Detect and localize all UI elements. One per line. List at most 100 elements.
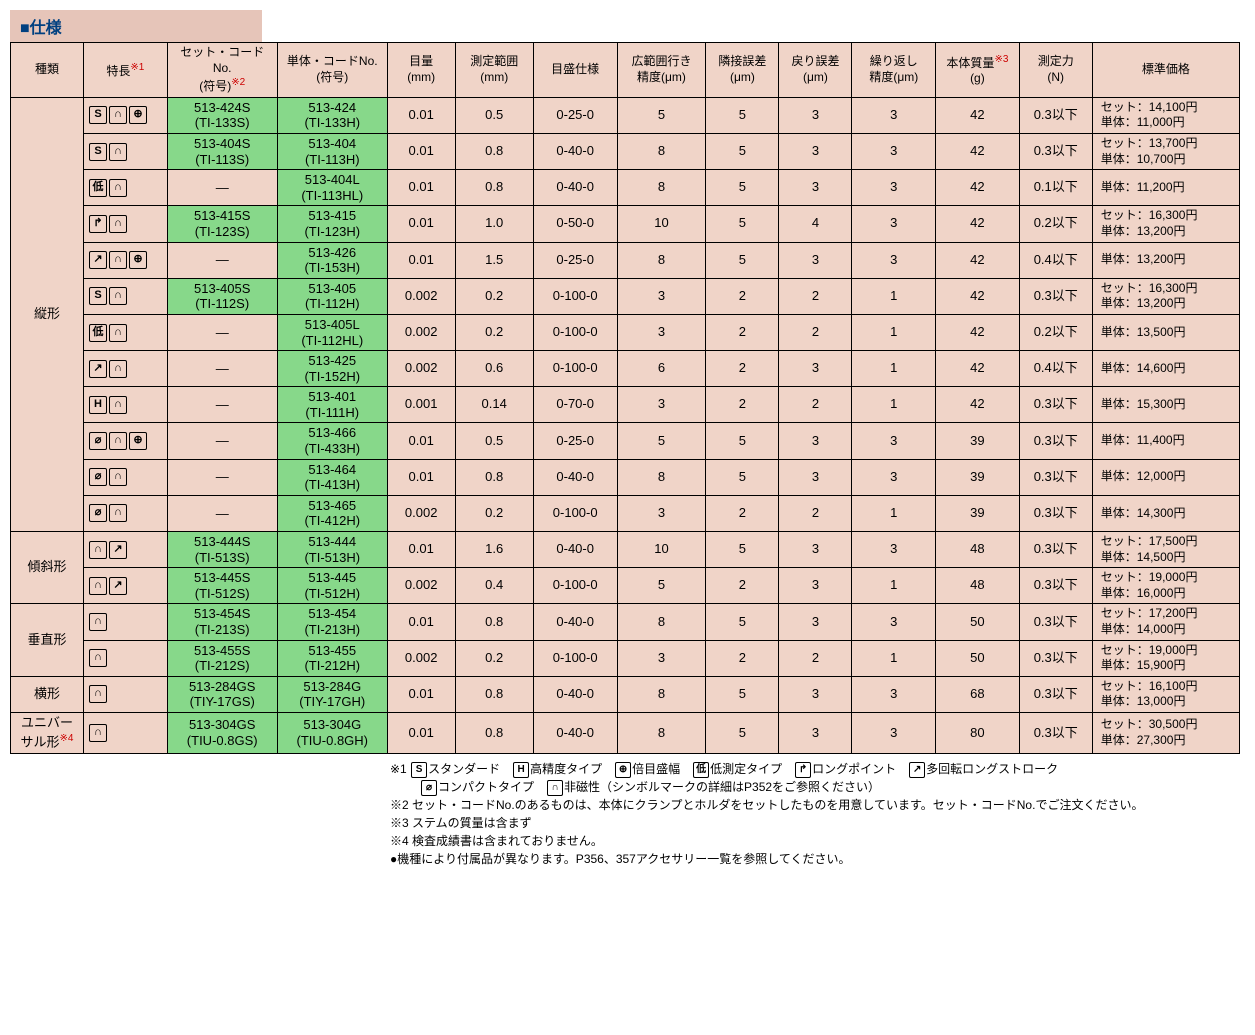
feature-icon: ↗ [89, 360, 107, 378]
adj-cell: 2 [706, 351, 779, 387]
features-cell: S∩ [84, 133, 168, 169]
rep-cell: 3 [852, 604, 936, 640]
set-code: 513-445S(TI-512S) [167, 568, 277, 604]
features-cell: ∩↗ [84, 568, 168, 604]
price-cell: セット：16,300円単体：13,200円 [1092, 278, 1239, 314]
range-cell: 0.2 [455, 314, 533, 350]
price-cell: 単体：14,600円 [1092, 351, 1239, 387]
unit-code: 513-405(TI-112H) [277, 278, 387, 314]
grad-cell: 0.01 [387, 423, 455, 459]
adj-cell: 2 [706, 278, 779, 314]
unit-code: 513-426(TI-153H) [277, 242, 387, 278]
price-cell: セット：14,100円単体：11,000円 [1092, 97, 1239, 133]
table-row: ユニバーサル形※4∩513-304GS(TIU-0.8GS)513-304G(T… [11, 712, 1240, 753]
rep-cell: 3 [852, 423, 936, 459]
force-cell: 0.3以下 [1019, 495, 1092, 531]
wide-cell: 8 [617, 676, 706, 712]
adj-cell: 5 [706, 676, 779, 712]
rep-cell: 1 [852, 387, 936, 423]
spec-table: 種類特長※1セット・コードNo.(符号)※2単体・コードNo.(符号)目量(mm… [10, 42, 1240, 754]
adj-cell: 2 [706, 387, 779, 423]
grad-cell: 0.01 [387, 170, 455, 206]
note-4: ※4 検査成績書は含まれておりません。 [390, 832, 1245, 850]
mass-cell: 39 [936, 459, 1020, 495]
legend-icon: ⌀ [421, 780, 437, 796]
column-header: 本体質量※3(g) [936, 43, 1020, 98]
force-cell: 0.3以下 [1019, 604, 1092, 640]
range-cell: 0.2 [455, 495, 533, 531]
unit-code: 513-464(TI-413H) [277, 459, 387, 495]
column-header: 隣接誤差(μm) [706, 43, 779, 98]
dial-cell: 0-100-0 [533, 278, 617, 314]
feature-icon: ∩ [89, 685, 107, 703]
range-cell: 0.8 [455, 170, 533, 206]
feature-icon: ∩ [109, 360, 127, 378]
table-row: ↗∩⊕—513-426(TI-153H)0.011.50-25-08533420… [11, 242, 1240, 278]
adj-cell: 2 [706, 314, 779, 350]
wide-cell: 8 [617, 712, 706, 753]
set-code: — [167, 314, 277, 350]
grad-cell: 0.01 [387, 604, 455, 640]
unit-code: 513-401(TI-111H) [277, 387, 387, 423]
mass-cell: 42 [936, 351, 1020, 387]
set-code: 513-424S(TI-133S) [167, 97, 277, 133]
grad-cell: 0.002 [387, 351, 455, 387]
legend-icon: ↗ [909, 762, 925, 778]
feature-icon: ∩ [89, 613, 107, 631]
ret-cell: 4 [779, 206, 852, 242]
feature-icon: ∩ [89, 724, 107, 742]
force-cell: 0.2以下 [1019, 206, 1092, 242]
dial-cell: 0-40-0 [533, 170, 617, 206]
range-cell: 0.5 [455, 423, 533, 459]
rep-cell: 3 [852, 97, 936, 133]
price-cell: 単体：13,200円 [1092, 242, 1239, 278]
adj-cell: 5 [706, 712, 779, 753]
set-code: 513-415S(TI-123S) [167, 206, 277, 242]
mass-cell: 48 [936, 568, 1020, 604]
unit-code: 513-425(TI-152H) [277, 351, 387, 387]
features-cell: ↱∩ [84, 206, 168, 242]
range-cell: 1.6 [455, 532, 533, 568]
force-cell: 0.3以下 [1019, 133, 1092, 169]
set-code: 513-455S(TI-212S) [167, 640, 277, 676]
range-cell: 0.6 [455, 351, 533, 387]
rep-cell: 3 [852, 532, 936, 568]
category-cell: 縦形 [11, 97, 84, 531]
unit-code: 513-405L(TI-112HL) [277, 314, 387, 350]
price-cell: セット：16,100円単体：13,000円 [1092, 676, 1239, 712]
ret-cell: 3 [779, 170, 852, 206]
unit-code: 513-455(TI-212H) [277, 640, 387, 676]
wide-cell: 5 [617, 423, 706, 459]
wide-cell: 8 [617, 604, 706, 640]
dial-cell: 0-50-0 [533, 206, 617, 242]
features-cell: ⌀∩ [84, 495, 168, 531]
feature-icon: ∩ [109, 324, 127, 342]
features-cell: S∩ [84, 278, 168, 314]
grad-cell: 0.001 [387, 387, 455, 423]
unit-code: 513-424(TI-133H) [277, 97, 387, 133]
section-title: ■仕様 [10, 10, 262, 42]
mass-cell: 68 [936, 676, 1020, 712]
mass-cell: 48 [936, 532, 1020, 568]
legend-icon: ⊕ [615, 762, 631, 778]
ret-cell: 3 [779, 351, 852, 387]
wide-cell: 8 [617, 459, 706, 495]
adj-cell: 2 [706, 640, 779, 676]
force-cell: 0.3以下 [1019, 97, 1092, 133]
unit-code: 513-304G(TIU-0.8GH) [277, 712, 387, 753]
features-cell: ∩ [84, 604, 168, 640]
set-code: 513-404S(TI-113S) [167, 133, 277, 169]
column-header: 種類 [11, 43, 84, 98]
feature-icon: ⌀ [89, 468, 107, 486]
grad-cell: 0.002 [387, 495, 455, 531]
set-code: — [167, 423, 277, 459]
set-code: — [167, 170, 277, 206]
unit-code: 513-415(TI-123H) [277, 206, 387, 242]
dial-cell: 0-40-0 [533, 133, 617, 169]
rep-cell: 1 [852, 495, 936, 531]
force-cell: 0.3以下 [1019, 387, 1092, 423]
mass-cell: 39 [936, 495, 1020, 531]
ret-cell: 3 [779, 242, 852, 278]
ret-cell: 3 [779, 604, 852, 640]
column-header: 目盛仕様 [533, 43, 617, 98]
